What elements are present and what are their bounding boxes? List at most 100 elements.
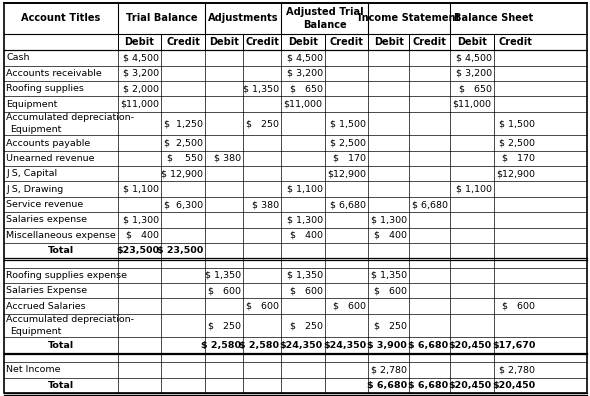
Text: $ 2,780: $ 2,780: [500, 366, 536, 375]
Text: Debit: Debit: [457, 37, 487, 47]
Text: Debit: Debit: [209, 37, 239, 47]
Text: $   400: $ 400: [126, 231, 159, 240]
Text: $   600: $ 600: [503, 302, 536, 310]
Text: $12,900: $12,900: [496, 169, 536, 178]
Text: $    550: $ 550: [167, 154, 203, 163]
Text: $   250: $ 250: [290, 321, 323, 330]
Text: Equipment: Equipment: [11, 125, 62, 134]
Text: Credit: Credit: [499, 37, 533, 47]
Text: $   250: $ 250: [374, 321, 407, 330]
Text: $ 380: $ 380: [252, 200, 279, 209]
Text: $  6,300: $ 6,300: [164, 200, 203, 209]
Text: Income Statement: Income Statement: [358, 13, 460, 23]
Text: Equipment: Equipment: [6, 99, 58, 109]
Text: Accrued Salaries: Accrued Salaries: [6, 302, 86, 310]
Text: Credit: Credit: [412, 37, 447, 47]
Text: Cash: Cash: [6, 53, 30, 63]
Text: Credit: Credit: [330, 37, 363, 47]
Text: Unearned revenue: Unearned revenue: [6, 154, 95, 163]
Text: $ 6,680: $ 6,680: [408, 381, 448, 390]
Text: Accounts payable: Accounts payable: [6, 139, 91, 148]
Text: $   600: $ 600: [246, 302, 279, 310]
Text: $20,450: $20,450: [448, 381, 491, 390]
Text: $   170: $ 170: [333, 154, 366, 163]
Text: $23,500: $23,500: [116, 246, 159, 255]
Text: $ 1,300: $ 1,300: [371, 215, 407, 225]
Text: $ 1,350: $ 1,350: [205, 271, 241, 280]
Text: $ 3,200: $ 3,200: [455, 69, 491, 78]
Text: $ 3,200: $ 3,200: [287, 69, 323, 78]
Text: Trial Balance: Trial Balance: [126, 13, 197, 23]
Text: $   250: $ 250: [246, 119, 279, 128]
Text: $20,450: $20,450: [492, 381, 536, 390]
Text: $ 1,300: $ 1,300: [287, 215, 323, 225]
Text: $ 1,300: $ 1,300: [123, 215, 159, 225]
Text: $ 6,680: $ 6,680: [408, 341, 448, 350]
Text: $ 2,500: $ 2,500: [500, 139, 536, 148]
Text: Service revenue: Service revenue: [6, 200, 84, 209]
Text: $ 2,780: $ 2,780: [371, 366, 407, 375]
Text: $   600: $ 600: [333, 302, 366, 310]
Text: $ 1,350: $ 1,350: [287, 271, 323, 280]
Text: $ 4,500: $ 4,500: [287, 53, 323, 63]
Text: $ 1,500: $ 1,500: [500, 119, 536, 128]
Text: $24,350: $24,350: [280, 341, 323, 350]
Text: Account Titles: Account Titles: [21, 13, 100, 23]
Text: $  1,250: $ 1,250: [164, 119, 203, 128]
Text: Adjusted Trial: Adjusted Trial: [286, 7, 363, 17]
Text: Accumulated depreciation-: Accumulated depreciation-: [6, 113, 135, 122]
Text: J S, Drawing: J S, Drawing: [6, 185, 64, 194]
Text: $ 2,500: $ 2,500: [330, 139, 366, 148]
Text: Debit: Debit: [124, 37, 155, 47]
Text: Credit: Credit: [245, 37, 279, 47]
Text: Total: Total: [48, 341, 74, 350]
Text: $20,450: $20,450: [448, 341, 491, 350]
Text: Debit: Debit: [288, 37, 318, 47]
Text: $ 1,350: $ 1,350: [371, 271, 407, 280]
Text: $   650: $ 650: [290, 84, 323, 93]
Text: $ 3,900: $ 3,900: [368, 341, 407, 350]
Text: $  2,500: $ 2,500: [164, 139, 203, 148]
Text: $ 2,580: $ 2,580: [201, 341, 241, 350]
Text: J S, Capital: J S, Capital: [6, 169, 58, 178]
Text: $11,000: $11,000: [120, 99, 159, 109]
Text: Total: Total: [48, 381, 74, 390]
Text: $   600: $ 600: [208, 286, 241, 295]
Text: $ 1,100: $ 1,100: [287, 185, 323, 194]
Text: $   250: $ 250: [208, 321, 241, 330]
Text: $   400: $ 400: [290, 231, 323, 240]
Text: $ 380: $ 380: [214, 154, 241, 163]
Text: $11,000: $11,000: [453, 99, 491, 109]
Text: $ 1,100: $ 1,100: [455, 185, 491, 194]
Text: $   400: $ 400: [374, 231, 407, 240]
Text: Balance: Balance: [303, 19, 346, 30]
Text: Salaries expense: Salaries expense: [6, 215, 87, 225]
Text: $   600: $ 600: [374, 286, 407, 295]
Text: Salaries Expense: Salaries Expense: [6, 286, 88, 295]
Text: $   600: $ 600: [290, 286, 323, 295]
Text: $ 6,680: $ 6,680: [412, 200, 448, 209]
Text: $ 6,680: $ 6,680: [367, 381, 407, 390]
Text: $ 4,500: $ 4,500: [455, 53, 491, 63]
Text: Balance Sheet: Balance Sheet: [454, 13, 533, 23]
Text: $17,670: $17,670: [492, 341, 536, 350]
Text: $ 1,500: $ 1,500: [330, 119, 366, 128]
Text: Miscellaneous expense: Miscellaneous expense: [6, 231, 116, 240]
Text: $   650: $ 650: [458, 84, 491, 93]
Text: Adjustments: Adjustments: [208, 13, 278, 23]
Text: $ 1,350: $ 1,350: [243, 84, 279, 93]
Text: $ 12,900: $ 12,900: [161, 169, 203, 178]
Text: $ 3,200: $ 3,200: [123, 69, 159, 78]
Text: $ 23,500: $ 23,500: [157, 246, 203, 255]
Text: Accounts receivable: Accounts receivable: [6, 69, 102, 78]
Text: $11,000: $11,000: [284, 99, 323, 109]
Text: Credit: Credit: [166, 37, 200, 47]
Text: Roofing supplies expense: Roofing supplies expense: [6, 271, 127, 280]
Text: Total: Total: [48, 246, 74, 255]
Text: $   170: $ 170: [503, 154, 536, 163]
Text: $ 1,100: $ 1,100: [123, 185, 159, 194]
Text: Debit: Debit: [374, 37, 404, 47]
Text: $ 6,680: $ 6,680: [330, 200, 366, 209]
Text: Equipment: Equipment: [11, 327, 62, 336]
Text: $12,900: $12,900: [327, 169, 366, 178]
